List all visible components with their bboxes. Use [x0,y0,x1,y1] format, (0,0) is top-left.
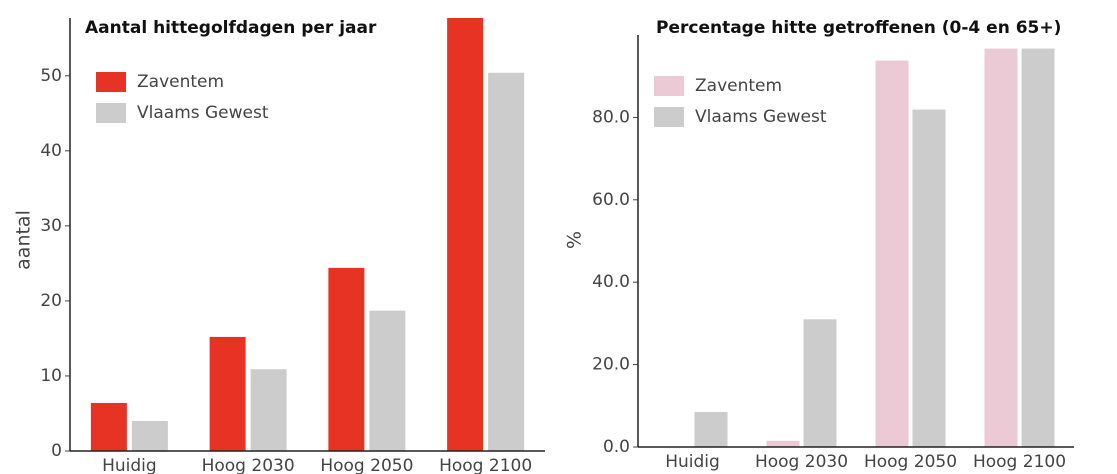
bars [694,48,1055,447]
legend-swatch [96,72,126,92]
y-tick-label: 20.0 [592,355,630,375]
bar [766,440,800,447]
chart: Huidig Hoog 2030 Hoog 2050 Hoog 2100 0 10 20 30… [13,18,545,474]
y-tick-label: 10 [40,366,62,386]
y-tick-label: 60.0 [592,190,630,210]
y-tick-label: 0 [51,441,62,461]
bar [328,267,365,451]
bar [250,369,287,451]
title: Percentage hitte getroffenen (0-4 en 65+… [656,18,1061,38]
x-tick-label: Hoog 2030 [755,452,848,472]
x-tick-label: Hoog 2100 [439,456,532,474]
x-tick-label: Hoog 2100 [973,452,1066,472]
y-tick-label: 50 [40,66,62,86]
bar [803,319,837,447]
x-tick-label: Huidig [102,456,157,474]
bar [912,109,946,447]
bar [369,310,406,451]
bar [1021,48,1055,447]
legend-label: Zaventem [695,76,782,96]
legend-swatch [654,76,684,96]
legend-label: Vlaams Gewest [137,103,269,123]
bar [131,420,168,451]
y-axis-label: % [564,231,586,249]
y-tick-label: 40.0 [592,272,630,292]
bar [488,72,525,451]
y-tick-label: 0.0 [603,437,630,457]
bars [90,18,525,451]
chart: Huidig Hoog 2030 Hoog 2050 Hoog 2100 0.0 20.0… [564,18,1074,472]
legend-label: Zaventem [137,72,224,92]
bar [447,18,484,451]
x-tick-label: Huidig [665,452,720,472]
y-tick-label: 40 [40,141,62,161]
y-tick-label: 20 [40,291,62,311]
bar [984,48,1018,447]
bar [90,402,127,451]
y-axis-label: aantal [13,210,35,270]
x-tick-label: Hoog 2050 [864,452,957,472]
bar [875,60,909,447]
y-tick-label: 30 [40,216,62,236]
bar [209,336,246,451]
legend-swatch [96,103,126,123]
title: Aantal hittegolfdagen per jaar [85,18,377,38]
bar [694,411,728,447]
legend-swatch [654,107,684,127]
y-tick-label: 80.0 [592,107,630,127]
legend-label: Vlaams Gewest [695,107,827,127]
x-tick-label: Hoog 2050 [320,456,413,474]
x-tick-label: Hoog 2030 [202,456,295,474]
